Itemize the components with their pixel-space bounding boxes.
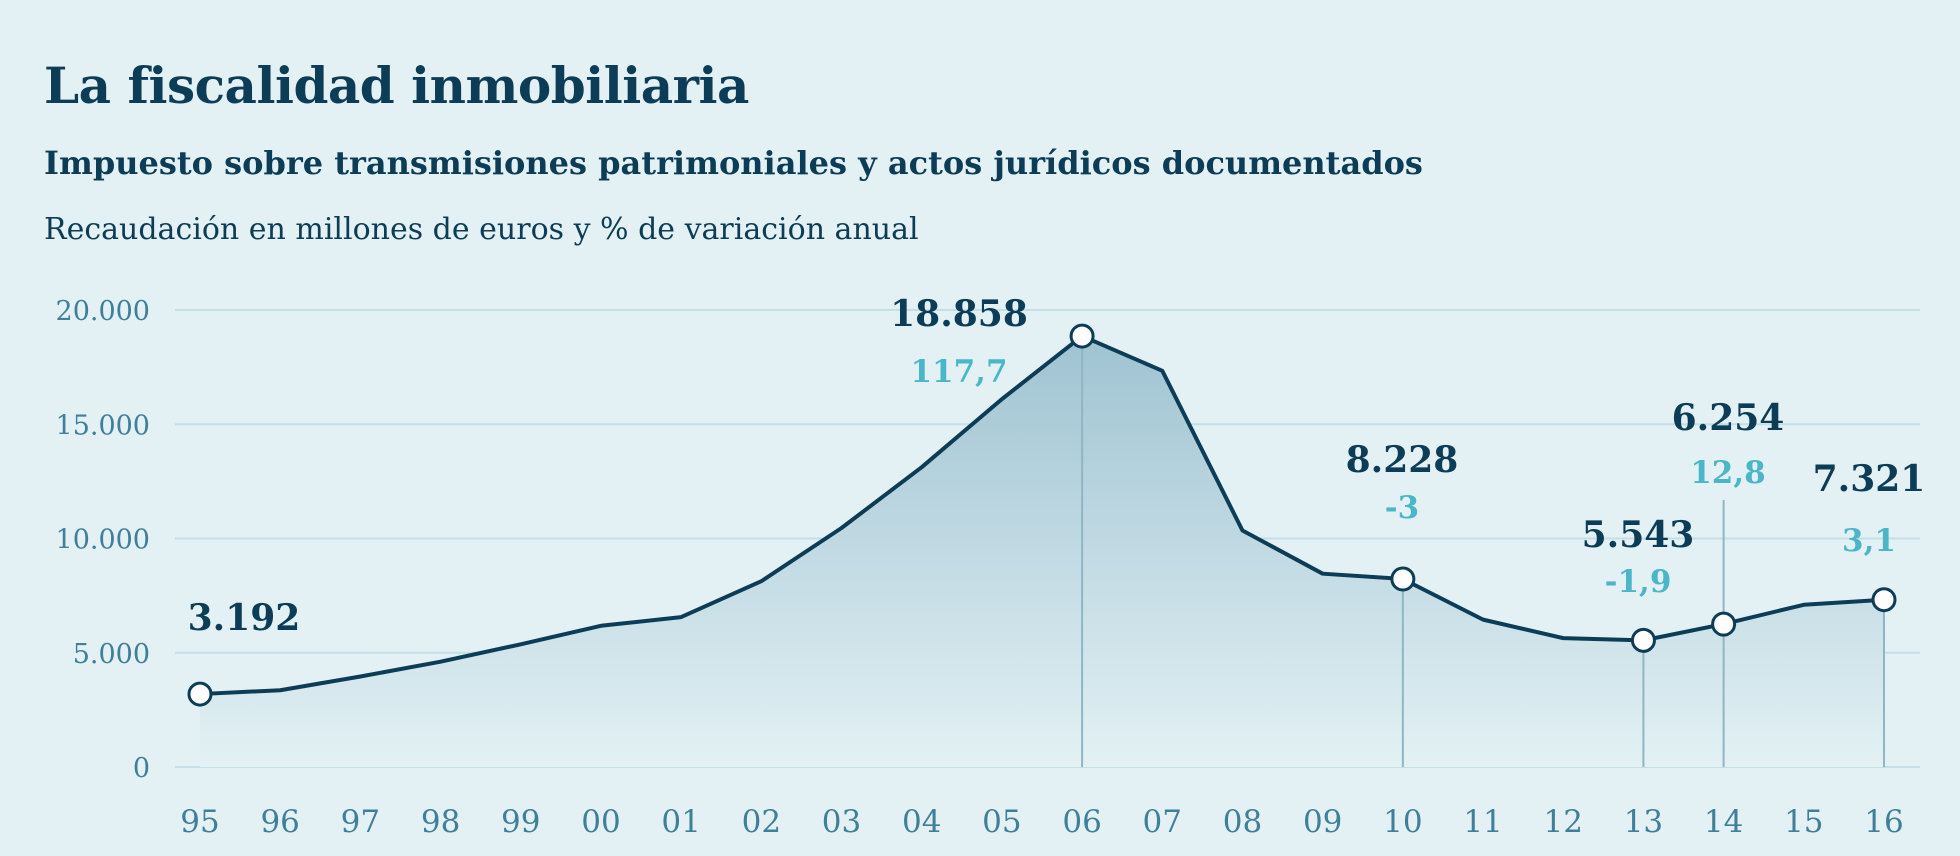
x-tick-label: 04 — [902, 804, 941, 840]
value-label: 3.192 — [188, 597, 301, 639]
data-point-marker — [1630, 627, 1656, 653]
x-tick-label: 96 — [260, 804, 299, 840]
x-tick-label: 07 — [1143, 804, 1182, 840]
x-tick-label: 02 — [742, 804, 781, 840]
data-point-marker — [1711, 611, 1737, 637]
x-tick-label: 98 — [421, 804, 460, 840]
change-label: 3,1 — [1842, 523, 1896, 559]
data-point-marker — [1871, 587, 1897, 613]
value-label: 5.543 — [1582, 514, 1695, 556]
x-tick-label: 16 — [1864, 804, 1903, 840]
y-tick-label: 15.000 — [56, 410, 150, 441]
value-label: 18.858 — [890, 293, 1028, 335]
y-tick-label: 10.000 — [56, 525, 150, 556]
unit-label: Recaudación en millones de euros y % de … — [44, 212, 919, 247]
data-point-marker — [1069, 323, 1095, 349]
x-tick-label: 01 — [661, 804, 700, 840]
x-tick-label: 11 — [1463, 804, 1502, 840]
x-tick-label: 05 — [982, 804, 1021, 840]
x-tick-label: 13 — [1624, 804, 1663, 840]
change-label: 117,7 — [910, 354, 1007, 390]
x-tick-label: 06 — [1062, 804, 1101, 840]
data-point-marker — [1390, 566, 1416, 592]
series-line — [199, 334, 1885, 697]
chart-subtitle: Impuesto sobre transmisiones patrimonial… — [44, 144, 1423, 182]
change-label: -1,9 — [1605, 564, 1672, 600]
y-tick-label: 0 — [133, 753, 150, 784]
value-label: 6.254 — [1672, 397, 1785, 439]
x-tick-label: 99 — [501, 804, 540, 840]
x-tick-label: 00 — [581, 804, 620, 840]
chart-title: La fiscalidad inmobiliaria — [44, 56, 749, 115]
x-tick-label: 08 — [1223, 804, 1262, 840]
value-label: 7.321 — [1813, 458, 1926, 500]
change-label: 12,8 — [1690, 455, 1766, 491]
x-tick-label: 12 — [1544, 804, 1583, 840]
x-tick-label: 15 — [1784, 804, 1823, 840]
x-tick-label: 95 — [180, 804, 219, 840]
y-tick-label: 20.000 — [56, 296, 150, 327]
x-tick-label: 10 — [1383, 804, 1422, 840]
y-tick-label: 5.000 — [73, 639, 150, 670]
x-tick-label: 09 — [1303, 804, 1342, 840]
change-label: -3 — [1385, 490, 1419, 526]
value-label: 8.228 — [1346, 439, 1459, 481]
data-point-marker — [187, 681, 213, 707]
area-fill — [200, 336, 1884, 767]
x-tick-label: 14 — [1704, 804, 1743, 840]
x-tick-label: 03 — [822, 804, 861, 840]
x-tick-label: 97 — [341, 804, 380, 840]
